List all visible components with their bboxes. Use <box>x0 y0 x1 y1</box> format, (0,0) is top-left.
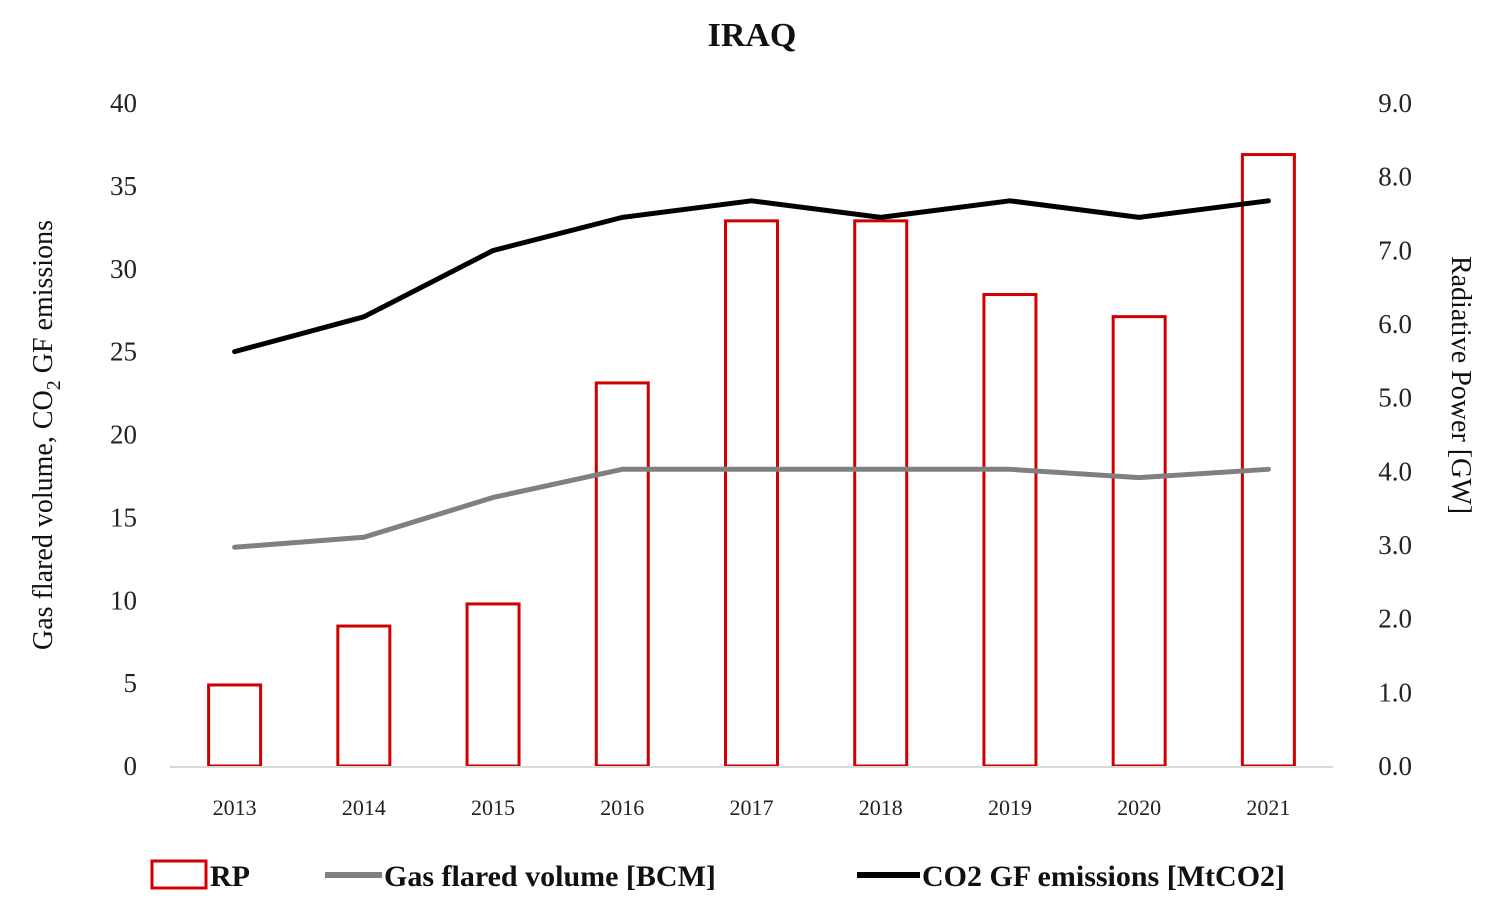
x-tick-label: 2020 <box>1117 795 1161 820</box>
left-tick-label: 0 <box>124 751 138 781</box>
right-tick-label: 5.0 <box>1378 383 1412 413</box>
x-tick-label: 2013 <box>213 795 257 820</box>
legend: RP Gas flared volume [BCM] CO2 GF emissi… <box>150 859 1285 893</box>
chart-title: IRAQ <box>708 17 797 54</box>
rp-bar <box>465 602 521 768</box>
legend-rp-label: RP <box>210 860 250 893</box>
series-lines <box>232 198 1271 550</box>
left-tick-label: 35 <box>110 171 137 201</box>
left-tick-label: 5 <box>124 668 138 698</box>
x-tick-label: 2015 <box>471 795 515 820</box>
left-axis-label-subscript: 2 <box>43 380 65 390</box>
legend-co2-label: CO2 GF emissions [MtCO2] <box>922 860 1285 893</box>
rp-bar <box>853 219 909 768</box>
left-axis-label-part: GF emissions <box>28 220 59 380</box>
left-tick-label: 25 <box>110 337 137 367</box>
left-axis-label-part: Gas flared volume, CO <box>28 390 59 650</box>
right-axis-label: Radiative Power [GW] <box>1445 256 1476 514</box>
right-tick-label: 0.0 <box>1378 751 1412 781</box>
rp-bar <box>1111 315 1167 768</box>
x-tick-label: 2016 <box>600 795 644 820</box>
rp-bar <box>594 381 650 768</box>
right-tick-label: 4.0 <box>1378 456 1412 486</box>
left-axis-label: Gas flared volume, CO2 GF emissions <box>28 220 65 650</box>
x-tick-label: 2014 <box>342 795 386 820</box>
legend-gas-label: Gas flared volume [BCM] <box>384 860 716 893</box>
rp-bars <box>207 153 1296 768</box>
left-axis-ticks: 0 5 10 15 20 25 30 35 40 <box>110 88 137 781</box>
x-tick-label: 2018 <box>859 795 903 820</box>
x-tick-label: 2021 <box>1246 795 1290 820</box>
left-tick-label: 15 <box>110 502 137 532</box>
legend-rp-swatch <box>150 859 208 890</box>
x-tick-label: 2017 <box>730 795 774 820</box>
rp-bar <box>724 219 779 768</box>
left-tick-label: 40 <box>110 88 137 118</box>
right-tick-label: 8.0 <box>1378 162 1412 192</box>
right-axis-ticks: 0.0 1.0 2.0 3.0 4.0 5.0 6.0 7.0 8.0 9.0 <box>1378 88 1412 781</box>
x-tick-label: 2019 <box>988 795 1032 820</box>
rp-bar <box>982 293 1038 768</box>
rp-bar <box>207 683 263 768</box>
rp-bar <box>336 624 392 768</box>
right-tick-label: 6.0 <box>1378 309 1412 339</box>
right-tick-label: 1.0 <box>1378 677 1412 707</box>
rp-bar <box>1240 153 1296 768</box>
left-tick-label: 30 <box>110 254 137 284</box>
right-tick-label: 2.0 <box>1378 604 1412 634</box>
left-tick-label: 10 <box>110 585 137 615</box>
right-tick-label: 3.0 <box>1378 530 1412 560</box>
left-tick-label: 20 <box>110 420 137 450</box>
x-axis-ticks: 2013 2014 2015 2016 2017 2018 2019 2020 2021 <box>213 795 1291 820</box>
right-tick-label: 9.0 <box>1378 88 1412 118</box>
right-tick-label: 7.0 <box>1378 235 1412 265</box>
